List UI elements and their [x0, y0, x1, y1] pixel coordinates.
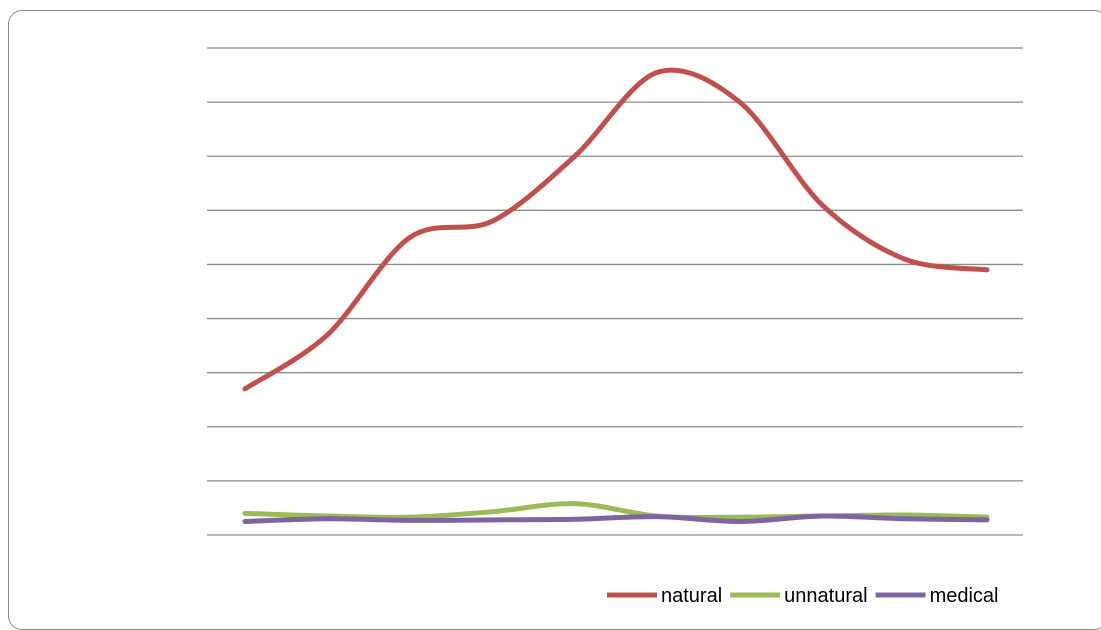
- series-lines: [242, 67, 990, 524]
- legend-label-natural: natural: [661, 585, 722, 607]
- legend-label-medical: medical: [930, 585, 999, 607]
- legend: natural unnatural medical: [607, 585, 998, 607]
- chart-frame: [8, 10, 1101, 630]
- legend-label-unnatural: unnatural: [784, 585, 867, 607]
- gridlines: [207, 47, 1023, 536]
- series-line-medical: [242, 513, 990, 524]
- series-line-natural: [242, 67, 990, 392]
